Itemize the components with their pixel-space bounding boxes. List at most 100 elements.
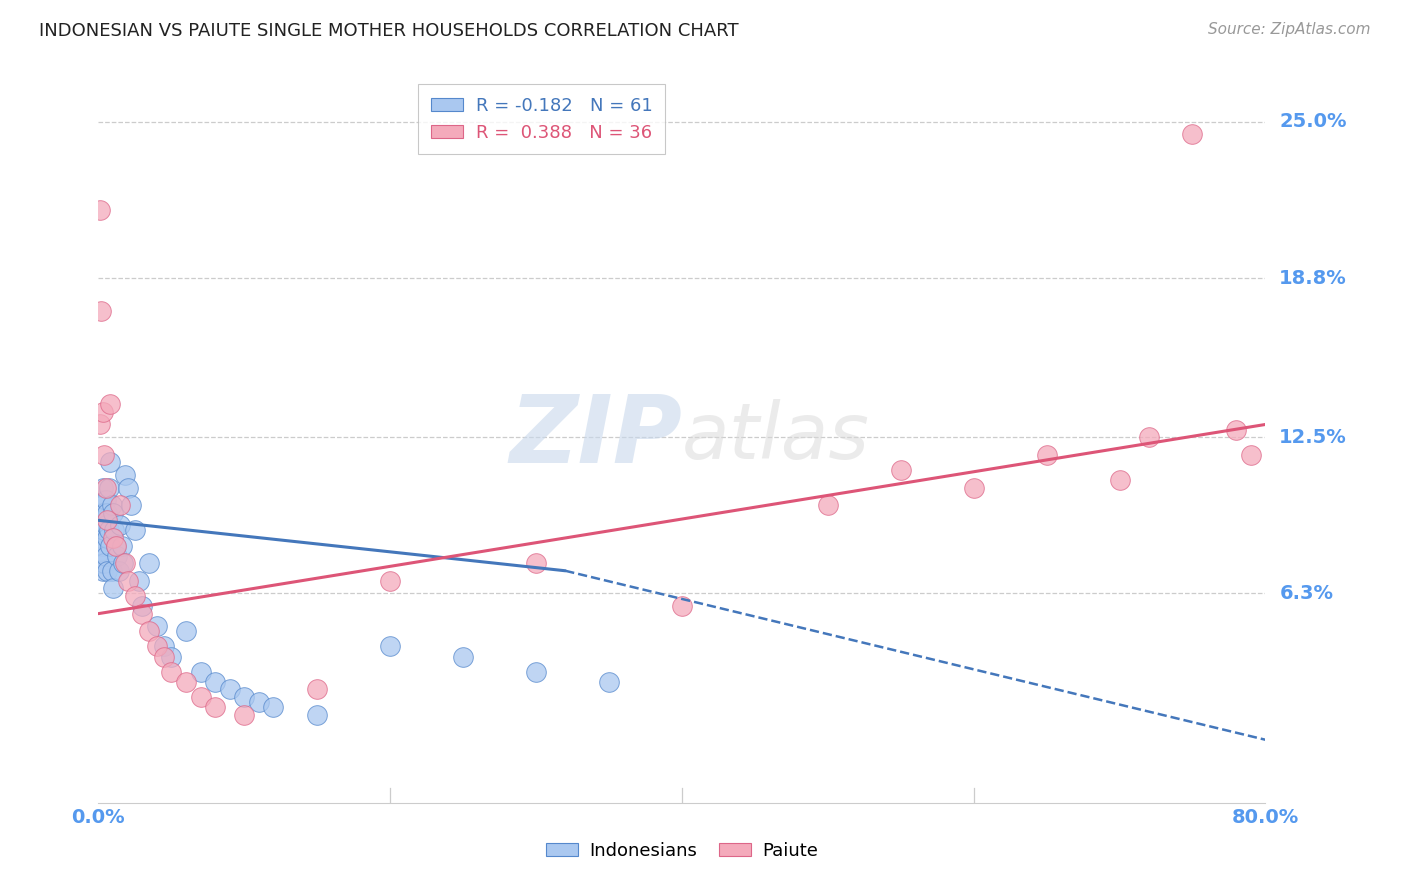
Point [174,624,197,639]
Point [190,690,212,704]
Point [307,707,329,722]
Point [153,640,176,654]
Text: 18.8%: 18.8% [1279,268,1347,288]
Text: ZIP: ZIP [509,391,682,483]
Point [128,574,150,588]
Point [146,619,169,633]
Point [94,481,117,495]
Point [1137,430,1160,444]
Point [94,549,117,563]
Point [96,513,118,527]
Point [91,513,114,527]
Point [190,665,212,679]
Point [131,599,153,613]
Point [97,524,120,538]
Point [89,518,111,533]
Point [105,549,128,563]
Point [97,481,120,495]
Point [96,531,118,545]
Point [98,539,121,553]
Point [524,665,547,679]
Point [91,481,114,495]
Text: 12.5%: 12.5% [1279,427,1347,447]
Point [89,543,111,558]
Point [233,707,256,722]
Point [110,518,132,533]
Point [93,448,115,462]
Point [174,674,197,689]
Point [91,498,114,512]
Point [89,417,111,432]
Text: atlas: atlas [682,399,870,475]
Point [233,690,256,704]
Point [146,640,169,654]
Text: INDONESIAN VS PAIUTE SINGLE MOTHER HOUSEHOLDS CORRELATION CHART: INDONESIAN VS PAIUTE SINGLE MOTHER HOUSE… [39,22,740,40]
Point [110,498,132,512]
Point [98,455,121,469]
Point [1181,128,1204,142]
Point [114,467,136,482]
Point [90,493,112,508]
Point [104,539,127,553]
Point [101,531,124,545]
Point [307,682,329,697]
Point [94,493,117,508]
Point [380,640,402,654]
Point [204,700,226,714]
Point [96,506,118,520]
Point [131,607,153,621]
Point [93,556,115,570]
Point [524,556,547,570]
Point [91,405,114,419]
Point [89,556,111,570]
Point [1240,448,1263,462]
Point [89,531,111,545]
Point [90,531,112,545]
Point [1035,448,1057,462]
Point [451,649,474,664]
Point [262,700,284,714]
Point [91,524,114,538]
Point [117,574,139,588]
Point [598,674,620,689]
Text: Source: ZipAtlas.com: Source: ZipAtlas.com [1208,22,1371,37]
Point [90,304,112,318]
Point [817,498,839,512]
Point [94,518,117,533]
Point [91,539,114,553]
Point [380,574,402,588]
Point [124,524,146,538]
Point [117,481,139,495]
Point [98,397,121,411]
Point [103,524,125,538]
Point [91,564,114,578]
Point [247,695,270,709]
Point [124,589,146,603]
Point [114,556,136,570]
Point [1108,473,1130,487]
Point [218,682,240,697]
Point [90,543,112,558]
Point [96,564,118,578]
Point [204,674,226,689]
Point [90,506,112,520]
Point [90,518,112,533]
Point [101,506,124,520]
Point [160,649,183,664]
Point [138,624,160,639]
Point [120,498,142,512]
Point [138,556,160,570]
Point [160,665,183,679]
Point [962,481,984,495]
Text: 25.0%: 25.0% [1279,112,1347,131]
Point [104,539,127,553]
Point [101,582,124,596]
Point [890,463,912,477]
Point [100,564,122,578]
Point [100,498,122,512]
Point [108,564,131,578]
Point [111,539,134,553]
Point [93,524,115,538]
Point [93,506,115,520]
Text: 6.3%: 6.3% [1279,584,1333,603]
